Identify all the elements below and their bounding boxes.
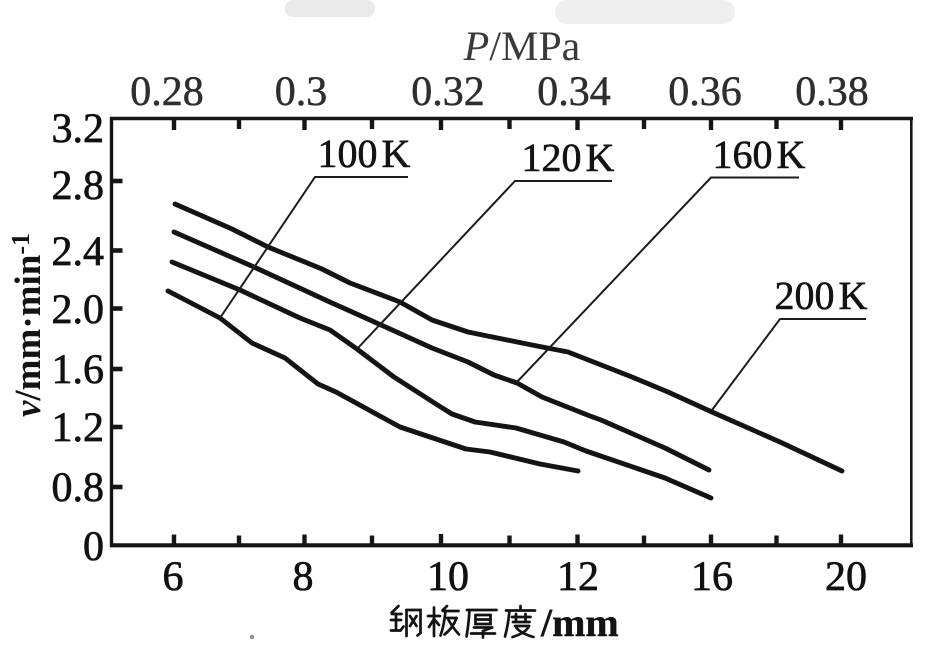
svg-text:2.8: 2.8 [52, 163, 105, 209]
svg-text:0.38: 0.38 [795, 69, 869, 115]
svg-text:12: 12 [557, 554, 599, 600]
svg-text:v/mm·min-1: v/mm·min-1 [6, 233, 49, 417]
svg-text:0.3: 0.3 [275, 69, 328, 115]
svg-text:0.32: 0.32 [411, 69, 485, 115]
svg-text:2.4: 2.4 [52, 229, 105, 275]
svg-text:0.34: 0.34 [537, 69, 611, 115]
svg-text:2.0: 2.0 [52, 287, 105, 333]
svg-text:1.6: 1.6 [52, 347, 105, 393]
svg-text:0.8: 0.8 [52, 465, 105, 511]
svg-text:20: 20 [825, 554, 867, 600]
svg-text:16: 16 [691, 554, 733, 600]
svg-text:3.2: 3.2 [52, 106, 105, 152]
svg-text:0: 0 [83, 524, 104, 570]
svg-text:1.2: 1.2 [52, 405, 105, 451]
svg-text:6: 6 [163, 554, 184, 600]
svg-text:10: 10 [427, 554, 469, 600]
svg-text:8: 8 [293, 554, 314, 600]
svg-text:0.36: 0.36 [668, 69, 742, 115]
svg-text:/mm: /mm [540, 600, 619, 645]
svg-text:0.28: 0.28 [130, 69, 204, 115]
svg-text:P/MPa: P/MPa [463, 24, 581, 70]
